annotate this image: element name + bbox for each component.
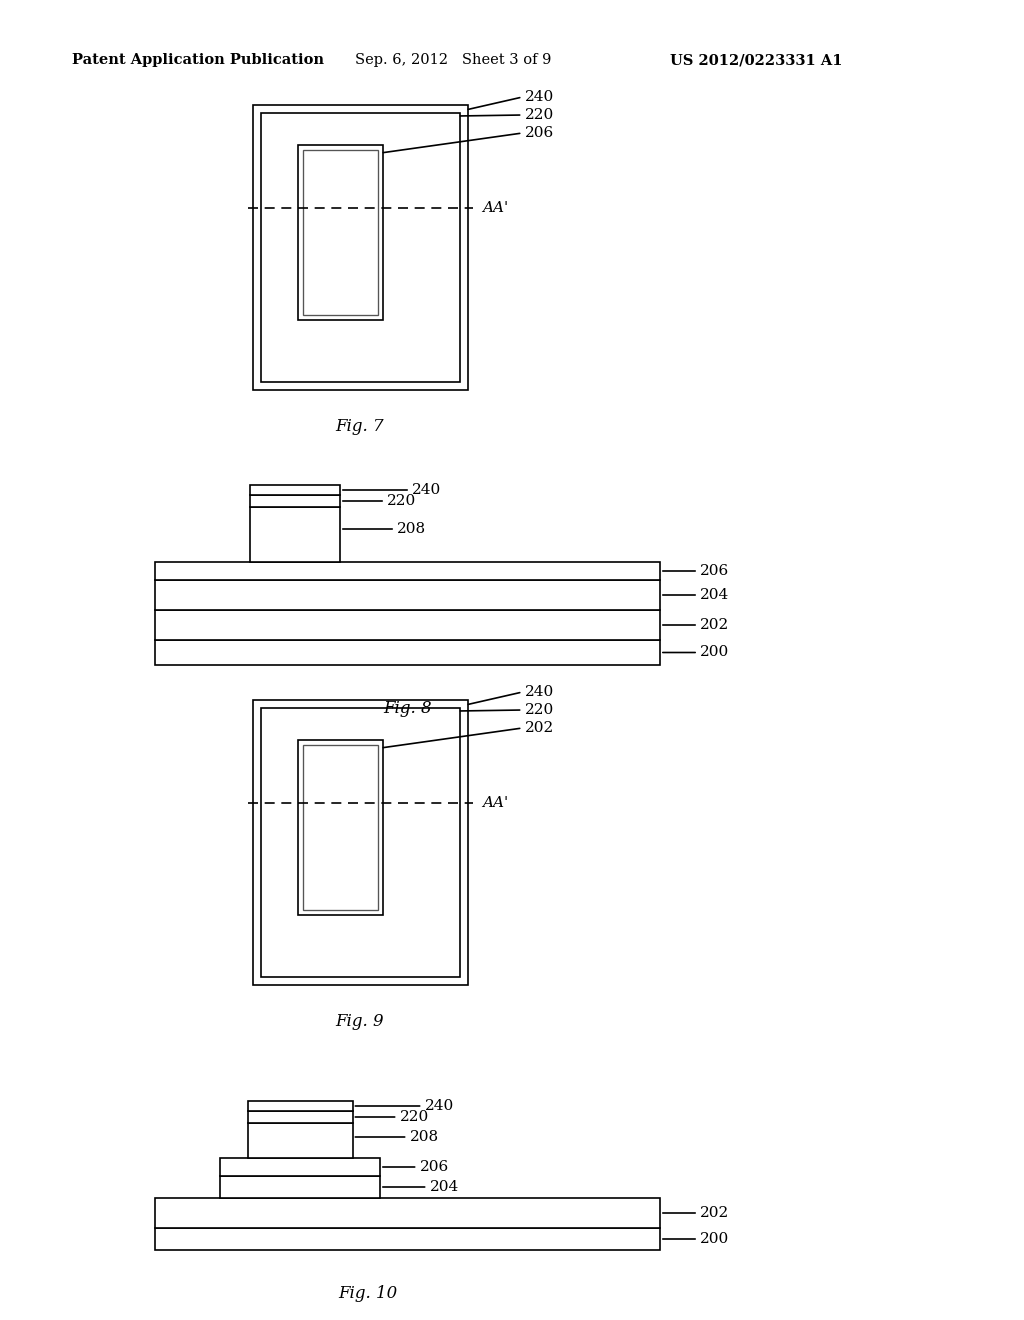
Text: 240: 240: [524, 685, 554, 700]
Text: AA': AA': [482, 796, 509, 809]
Bar: [302, 150, 378, 315]
Text: 220: 220: [387, 494, 416, 508]
Text: 204: 204: [429, 1180, 459, 1195]
Bar: [248, 1101, 352, 1111]
Bar: [155, 579, 660, 610]
Text: 202: 202: [700, 618, 729, 632]
Text: AA': AA': [482, 201, 509, 215]
Text: 240: 240: [425, 1100, 454, 1113]
Bar: [298, 145, 383, 319]
Bar: [298, 741, 383, 915]
Text: 220: 220: [524, 108, 554, 121]
Text: 200: 200: [700, 645, 729, 660]
Bar: [250, 507, 340, 562]
Text: 240: 240: [412, 483, 441, 498]
Bar: [253, 106, 468, 389]
Text: 240: 240: [524, 90, 554, 104]
Text: Fig. 8: Fig. 8: [383, 700, 432, 717]
Text: Patent Application Publication: Patent Application Publication: [72, 53, 324, 67]
Text: 206: 206: [700, 564, 729, 578]
Bar: [220, 1158, 380, 1176]
Bar: [248, 1111, 352, 1123]
Bar: [260, 114, 460, 381]
Text: 202: 202: [524, 721, 554, 735]
Bar: [155, 640, 660, 665]
Bar: [250, 484, 340, 495]
Bar: [155, 1199, 660, 1228]
Text: 208: 208: [410, 1130, 438, 1144]
Bar: [155, 610, 660, 640]
Text: Fig. 10: Fig. 10: [338, 1284, 397, 1302]
Bar: [302, 744, 378, 909]
Text: 200: 200: [700, 1232, 729, 1246]
Bar: [155, 562, 660, 579]
Bar: [260, 708, 460, 977]
Text: 220: 220: [399, 1110, 429, 1125]
Text: Fig. 9: Fig. 9: [336, 1012, 384, 1030]
Bar: [220, 1176, 380, 1199]
Text: Sep. 6, 2012   Sheet 3 of 9: Sep. 6, 2012 Sheet 3 of 9: [355, 53, 551, 67]
Text: 206: 206: [420, 1160, 449, 1173]
Bar: [250, 495, 340, 507]
Text: 206: 206: [524, 125, 554, 140]
Bar: [155, 1228, 660, 1250]
Bar: [248, 1123, 352, 1158]
Text: Fig. 7: Fig. 7: [336, 418, 384, 436]
Text: 204: 204: [700, 587, 729, 602]
Text: 202: 202: [700, 1206, 729, 1220]
Bar: [253, 700, 468, 985]
Text: US 2012/0223331 A1: US 2012/0223331 A1: [670, 53, 843, 67]
Text: 208: 208: [397, 521, 426, 536]
Text: 220: 220: [524, 704, 554, 717]
